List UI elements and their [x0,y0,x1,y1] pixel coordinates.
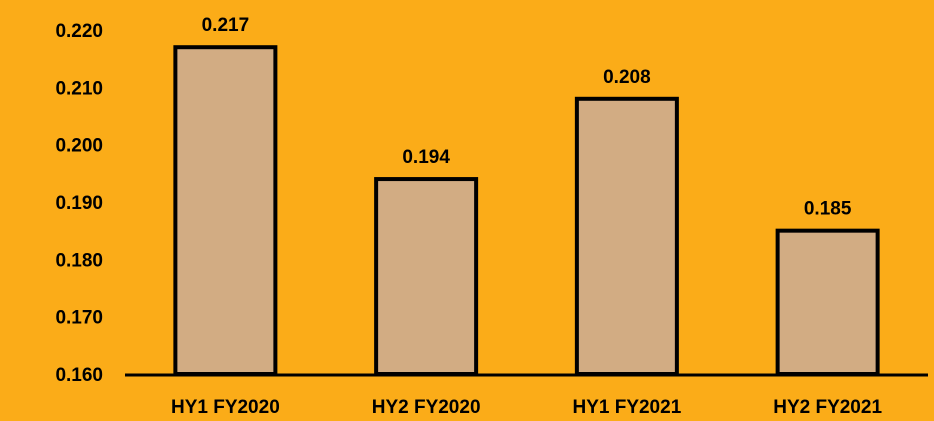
x-category-label: HY2 FY2020 [372,397,481,418]
bar [173,45,278,376]
x-axis-category-labels: HY1 FY2020 HY2 FY2020 HY1 FY2021 HY2 FY2021 [171,397,882,418]
bar [775,228,880,376]
data-label: 0.194 [402,147,450,168]
data-label: 0.185 [804,199,852,220]
y-tick-label: 0.210 [55,78,103,99]
data-label: 0.208 [603,67,651,88]
y-axis-tick-labels: 0.160 0.170 0.180 0.190 0.200 0.210 0.220 [55,21,103,386]
x-category-label: HY2 FY2021 [773,397,882,418]
y-tick-label: 0.170 [55,308,103,329]
data-label: 0.217 [202,15,250,36]
data-labels: 0.217 0.194 0.208 0.185 [202,15,852,219]
x-category-label: HY1 FY2020 [171,397,280,418]
y-tick-label: 0.220 [55,21,103,42]
y-tick-label: 0.190 [55,193,103,214]
y-tick-label: 0.200 [55,136,103,157]
bar [374,177,479,376]
x-category-label: HY1 FY2021 [572,397,681,418]
bar [574,96,679,377]
y-tick-label: 0.180 [55,250,103,271]
y-tick-label: 0.160 [55,365,103,386]
bars [173,45,880,377]
